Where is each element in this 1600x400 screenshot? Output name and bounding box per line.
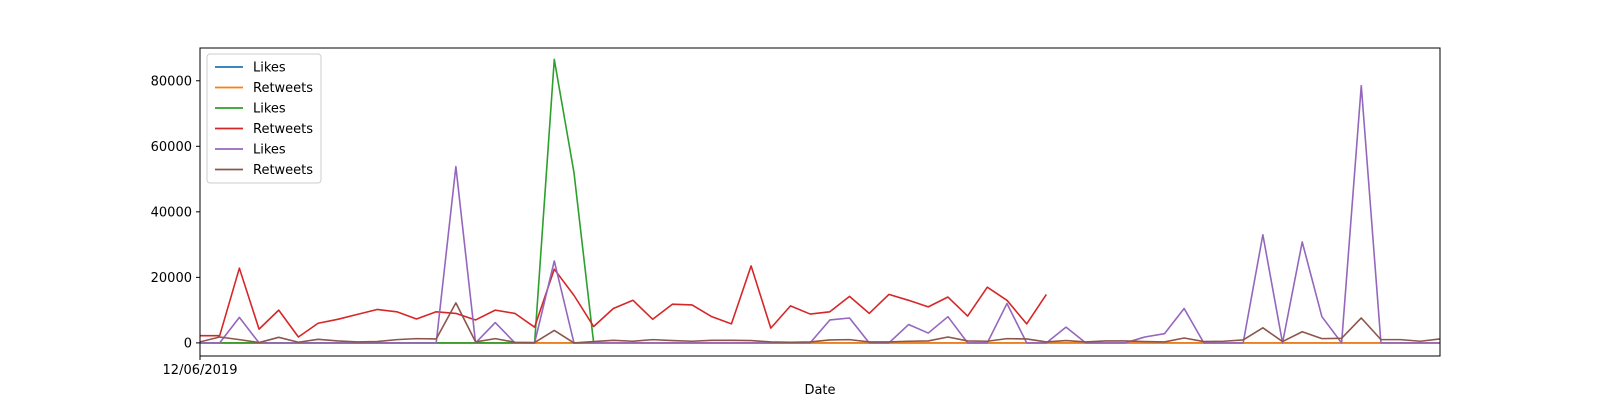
legend-label: Retweets bbox=[253, 122, 313, 137]
legend-label: Likes bbox=[253, 143, 286, 158]
y-tick-label: 80000 bbox=[151, 74, 192, 89]
series-line-4 bbox=[200, 265, 1048, 338]
x-axis-label: Date bbox=[804, 383, 835, 398]
y-axis: 0 20000 40000 60000 80000 bbox=[151, 74, 200, 351]
y-tick-label: 60000 bbox=[151, 140, 192, 155]
plot-lines bbox=[200, 58, 1440, 344]
series-line-6 bbox=[200, 302, 1440, 344]
y-tick-label: 0 bbox=[184, 336, 192, 351]
legend-label: Likes bbox=[253, 61, 286, 76]
x-axis: 12/06/2019 bbox=[163, 356, 238, 378]
plot-frame bbox=[199, 47, 1441, 357]
legend-box bbox=[206, 53, 322, 184]
series-line-5 bbox=[200, 84, 1440, 344]
legend: Likes Retweets Likes Retweets Likes Retweets bbox=[206, 53, 322, 184]
legend-label: Retweets bbox=[253, 81, 313, 96]
x-tick-label: 12/06/2019 bbox=[163, 363, 238, 378]
y-tick-label: 20000 bbox=[151, 271, 192, 286]
y-tick-label: 40000 bbox=[151, 205, 192, 220]
legend-label: Retweets bbox=[253, 163, 313, 178]
legend-label: Likes bbox=[253, 102, 286, 117]
